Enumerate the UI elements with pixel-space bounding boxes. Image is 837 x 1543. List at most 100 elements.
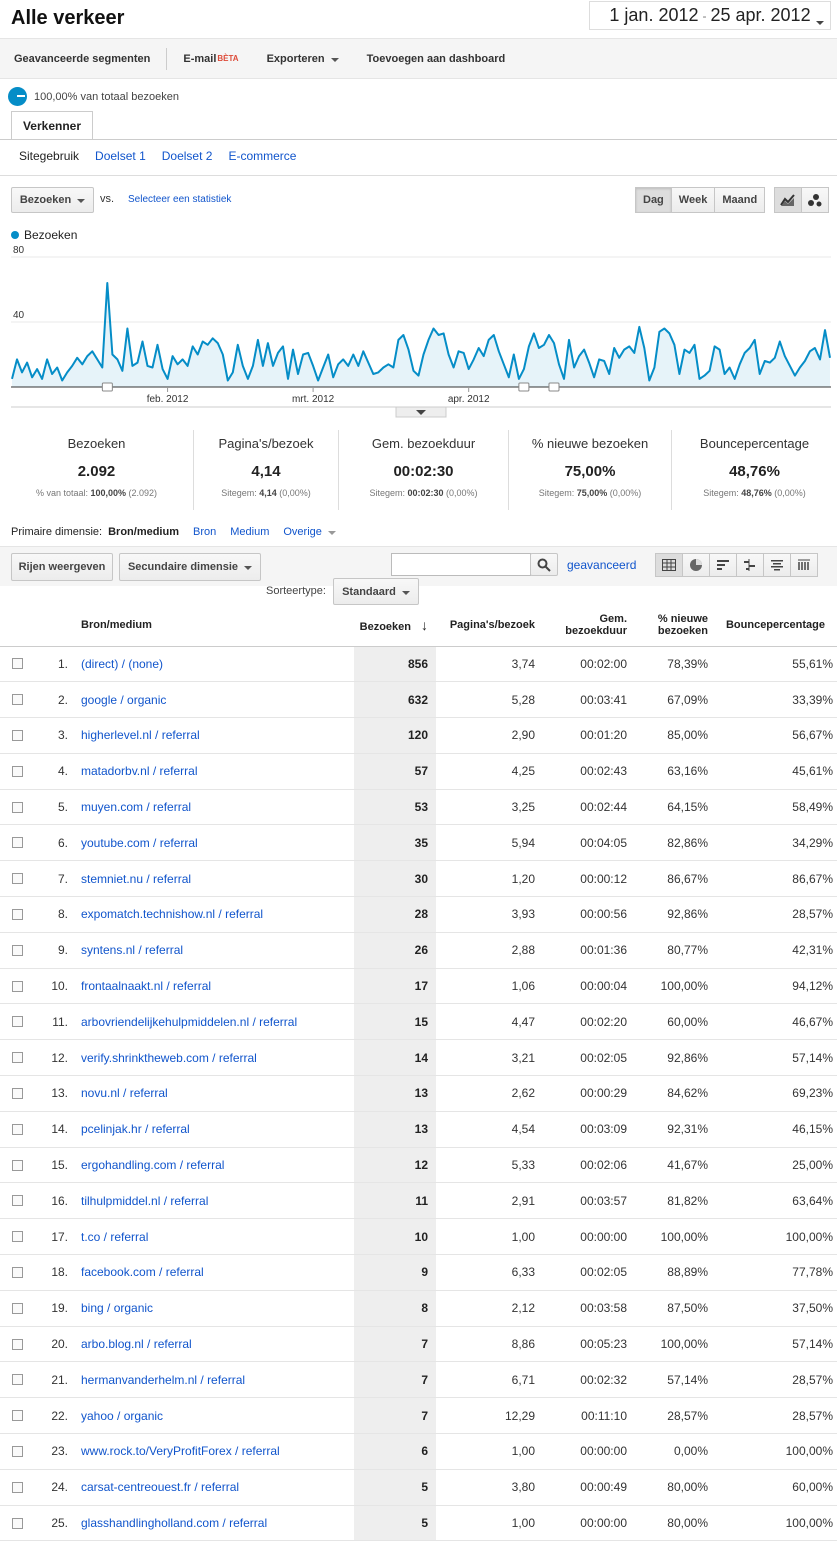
row-checkbox[interactable] bbox=[12, 908, 23, 920]
row-checkbox[interactable] bbox=[12, 837, 23, 849]
row-source-medium-link[interactable]: facebook.com / referral bbox=[74, 1254, 354, 1291]
search-icon[interactable] bbox=[530, 553, 558, 576]
header-avg-duration[interactable]: Gem. bezoekduur bbox=[543, 604, 639, 647]
table-view-icon[interactable] bbox=[655, 553, 683, 577]
row-source-medium-link[interactable]: muyen.com / referral bbox=[74, 789, 354, 826]
add-to-dashboard-button[interactable]: Toevoegen aan dashboard bbox=[366, 52, 506, 65]
advanced-filter-link[interactable]: geavanceerd bbox=[567, 558, 637, 572]
row-checkbox[interactable] bbox=[12, 694, 23, 706]
row-checkbox[interactable] bbox=[12, 1374, 23, 1386]
tab-explorer[interactable]: Verkenner bbox=[11, 111, 93, 140]
row-checkbox[interactable] bbox=[12, 801, 23, 813]
row-checkbox[interactable] bbox=[12, 1195, 23, 1207]
row-checkbox[interactable] bbox=[12, 1266, 23, 1278]
secondary-dimension-button[interactable]: Secundaire dimensie bbox=[119, 553, 261, 581]
show-rows-button[interactable]: Rijen weergeven bbox=[11, 553, 113, 581]
row-source-medium-link[interactable]: stemniet.nu / referral bbox=[74, 860, 354, 898]
row-source-medium-link[interactable]: yahoo / organic bbox=[74, 1397, 354, 1435]
table-row: 1. (direct) / (none) 856 3,74 00:02:00 78,39%… bbox=[0, 646, 837, 683]
row-checkbox[interactable] bbox=[12, 658, 23, 670]
header-source-medium[interactable]: Bron/medium bbox=[74, 604, 354, 647]
row-checkbox[interactable] bbox=[12, 729, 23, 741]
advanced-segments-button[interactable]: Geavanceerde segmenten bbox=[14, 52, 151, 65]
row-source-medium-link[interactable]: ergohandling.com / referral bbox=[74, 1147, 354, 1184]
row-source-medium-link[interactable]: youtube.com / referral bbox=[74, 824, 354, 862]
row-source-medium-link[interactable]: arbo.blog.nl / referral bbox=[74, 1326, 354, 1363]
header-bounce-rate[interactable]: Bouncepercentage bbox=[716, 604, 837, 647]
row-checkbox[interactable] bbox=[12, 1481, 23, 1493]
row-source-medium-link[interactable]: pcelinjak.hr / referral bbox=[74, 1111, 354, 1148]
table-search-input[interactable] bbox=[391, 553, 531, 576]
row-source-medium-link[interactable]: verify.shrinktheweb.com / referral bbox=[74, 1039, 354, 1077]
row-source-medium-link[interactable]: carsat-centreouest.fr / referral bbox=[74, 1469, 354, 1506]
row-source-medium-link[interactable]: arbovriendelijkehulpmiddelen.nl / referr… bbox=[74, 1003, 354, 1041]
chart-type-toggle bbox=[774, 187, 829, 213]
row-source-medium-link[interactable]: higherlevel.nl / referral bbox=[74, 717, 354, 754]
select-metric-link[interactable]: Selecteer een statistiek bbox=[128, 194, 232, 205]
row-checkbox[interactable] bbox=[12, 873, 23, 885]
subtab-site-usage[interactable]: Sitegebruik bbox=[19, 149, 80, 163]
row-new-visits: 28,57% bbox=[639, 1397, 716, 1435]
period-day-button[interactable]: Dag bbox=[635, 187, 672, 213]
email-button[interactable]: E-mail BÈTA bbox=[169, 53, 252, 65]
row-checkbox[interactable] bbox=[12, 980, 23, 992]
term-cloud-view-icon[interactable] bbox=[763, 553, 791, 577]
row-pages-per-visit: 8,86 bbox=[436, 1326, 543, 1363]
row-source-medium-link[interactable]: www.rock.to/VeryProfitForex / referral bbox=[74, 1433, 354, 1470]
pie-view-icon[interactable] bbox=[682, 553, 710, 577]
row-checkbox[interactable] bbox=[12, 1159, 23, 1171]
header-new-visits[interactable]: % nieuwe bezoeken bbox=[639, 604, 716, 647]
row-source-medium-link[interactable]: novu.nl / referral bbox=[74, 1075, 354, 1112]
dimension-source[interactable]: Bron bbox=[193, 526, 217, 538]
row-checkbox[interactable] bbox=[12, 1338, 23, 1350]
pivot-view-icon[interactable] bbox=[790, 553, 818, 577]
sort-type-select[interactable]: Standaard bbox=[333, 578, 419, 605]
metric-select[interactable]: Bezoeken bbox=[11, 187, 94, 213]
row-source-medium-link[interactable]: hermanvanderhelm.nl / referral bbox=[74, 1361, 354, 1399]
chart-legend: Bezoeken bbox=[11, 228, 77, 242]
export-button[interactable]: Exporteren bbox=[253, 53, 353, 65]
header-pages-per-visit[interactable]: Pagina's/bezoek bbox=[436, 604, 543, 647]
subtab-ecommerce[interactable]: E-commerce bbox=[228, 149, 297, 163]
row-source-medium-link[interactable]: t.co / referral bbox=[74, 1218, 354, 1256]
row-source-medium-link[interactable]: (direct) / (none) bbox=[74, 646, 354, 683]
row-checkbox[interactable] bbox=[12, 1087, 23, 1099]
visits-chart[interactable]: 40 80 feb. 2012 mrt. 2012 apr. 2012 bbox=[11, 245, 831, 420]
row-checkbox[interactable] bbox=[12, 944, 23, 956]
dimension-other[interactable]: Overige bbox=[283, 526, 336, 538]
row-checkbox[interactable] bbox=[12, 1517, 23, 1529]
comparison-view-icon[interactable] bbox=[736, 553, 764, 577]
row-source-medium-link[interactable]: matadorbv.nl / referral bbox=[74, 753, 354, 790]
row-checkbox[interactable] bbox=[12, 1410, 23, 1422]
row-checkbox[interactable] bbox=[12, 1016, 23, 1028]
row-source-medium-link[interactable]: syntens.nl / referral bbox=[74, 932, 354, 969]
series-line bbox=[11, 282, 831, 382]
row-source-medium-link[interactable]: bing / organic bbox=[74, 1290, 354, 1327]
summary-pages-per-visit: Pagina's/bezoek 4,14 Sitegem: 4,14 (0,00… bbox=[193, 430, 338, 510]
subtab-goal-set-1[interactable]: Doelset 1 bbox=[95, 149, 146, 163]
row-source-medium-link[interactable]: frontaalnaakt.nl / referral bbox=[74, 968, 354, 1005]
row-checkbox[interactable] bbox=[12, 1445, 23, 1457]
row-checkbox[interactable] bbox=[12, 1231, 23, 1243]
row-checkbox[interactable] bbox=[12, 1302, 23, 1314]
period-week-button[interactable]: Week bbox=[670, 187, 716, 213]
row-avg-duration: 00:00:29 bbox=[543, 1075, 639, 1112]
motion-chart-icon[interactable] bbox=[801, 187, 829, 213]
line-chart-icon[interactable] bbox=[774, 187, 802, 213]
subtab-goal-set-2[interactable]: Doelset 2 bbox=[161, 149, 213, 163]
header-visits[interactable]: Bezoeken ↓ bbox=[354, 604, 436, 647]
row-source-medium-link[interactable]: google / organic bbox=[74, 681, 354, 719]
bar-view-icon[interactable] bbox=[709, 553, 737, 577]
row-checkbox[interactable] bbox=[12, 765, 23, 777]
row-source-medium-link[interactable]: tilhulpmiddel.nl / referral bbox=[74, 1182, 354, 1220]
row-source-medium-link[interactable]: expomatch.technishow.nl / referral bbox=[74, 896, 354, 933]
dimension-source-medium[interactable]: Bron/medium bbox=[108, 526, 179, 538]
date-range-picker[interactable]: 1 jan. 2012 - 25 apr. 2012 bbox=[589, 1, 831, 30]
row-source-medium-link[interactable]: glasshandlingholland.com / referral bbox=[74, 1505, 354, 1542]
row-checkbox[interactable] bbox=[12, 1052, 23, 1064]
dimension-medium[interactable]: Medium bbox=[230, 526, 270, 538]
row-avg-duration: 00:03:58 bbox=[543, 1290, 639, 1327]
row-checkbox[interactable] bbox=[12, 1123, 23, 1135]
period-month-button[interactable]: Maand bbox=[714, 187, 766, 213]
row-avg-duration: 00:00:00 bbox=[543, 1505, 639, 1542]
